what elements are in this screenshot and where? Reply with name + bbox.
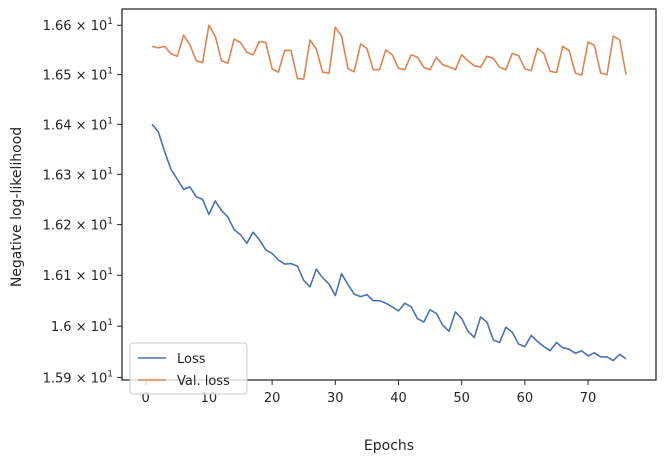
y-tick-label: 1.59 × 101 bbox=[43, 369, 113, 386]
y-tick-label: 1.63 × 101 bbox=[43, 166, 113, 183]
y-tick-label: 1.65 × 101 bbox=[43, 67, 113, 84]
legend-label-val-loss: Val. loss bbox=[177, 374, 230, 389]
y-tick-label: 1.61 × 101 bbox=[43, 267, 113, 284]
x-tick-label: 40 bbox=[390, 391, 407, 406]
plot-frame bbox=[121, 8, 657, 381]
plot-lines bbox=[151, 24, 627, 362]
y-axis-ticks: 1.59 × 101 1.6 × 101 1.61 × 101 1.62 × 101 1… bbox=[43, 17, 122, 386]
x-tick-label: 0 bbox=[142, 391, 150, 406]
x-axis-ticks: 0 10 20 30 40 50 60 70 bbox=[142, 380, 597, 406]
x-axis-label: Epochs bbox=[364, 438, 414, 454]
y-tick-label: 1.66 × 101 bbox=[43, 17, 113, 34]
y-tick-label: 1.62 × 101 bbox=[43, 217, 113, 234]
x-tick-label: 60 bbox=[517, 391, 534, 406]
legend-box bbox=[129, 342, 248, 395]
legend-label-loss: Loss bbox=[177, 352, 206, 367]
x-tick-label: 50 bbox=[453, 391, 470, 406]
y-tick-label: 1.64 × 101 bbox=[43, 116, 113, 133]
x-tick-label: 10 bbox=[201, 391, 218, 406]
y-tick-label: 1.6 × 101 bbox=[51, 318, 113, 335]
x-tick-label: 30 bbox=[327, 391, 344, 406]
series-line-val-loss bbox=[151, 24, 627, 80]
series-line-loss bbox=[151, 123, 627, 362]
y-axis-label: Negative log-likelihood bbox=[9, 127, 25, 287]
x-tick-label: 70 bbox=[580, 391, 597, 406]
legend: Loss Val. loss bbox=[129, 342, 248, 395]
x-tick-label: 20 bbox=[264, 391, 281, 406]
